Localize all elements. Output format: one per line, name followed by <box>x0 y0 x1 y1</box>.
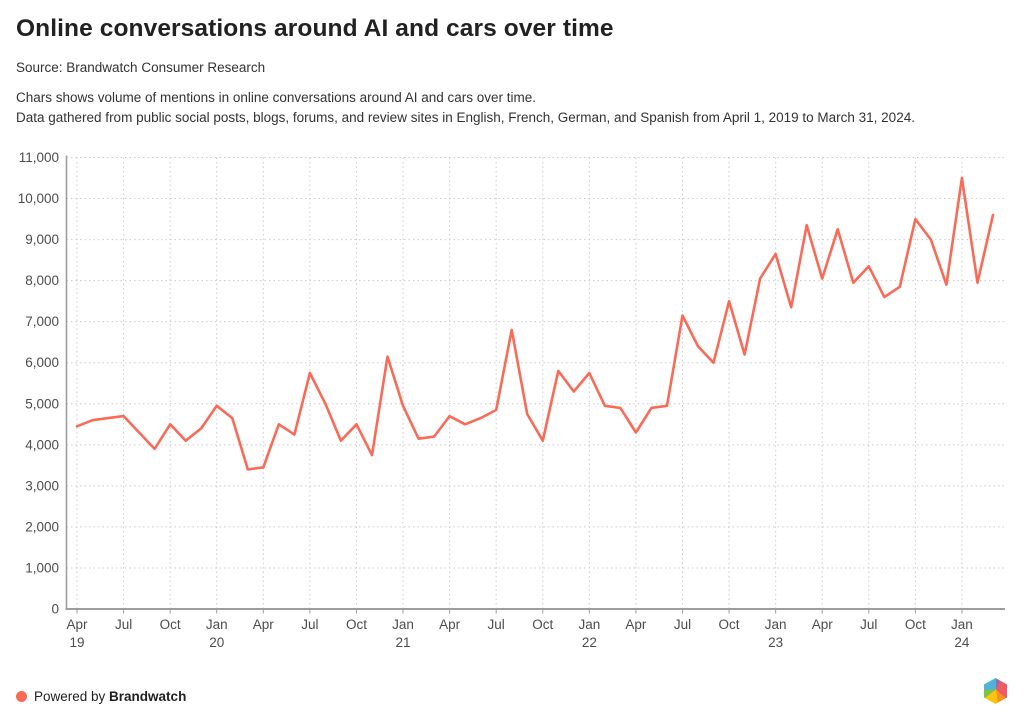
svg-text:24: 24 <box>954 635 970 650</box>
chart-description: Chars shows volume of mentions in online… <box>16 88 1008 128</box>
svg-text:Apr: Apr <box>812 617 834 632</box>
description-line-2: Data gathered from public social posts, … <box>16 110 915 125</box>
svg-text:Jul: Jul <box>301 617 318 632</box>
svg-text:Jul: Jul <box>115 617 132 632</box>
svg-text:10,000: 10,000 <box>18 191 59 206</box>
svg-text:2,000: 2,000 <box>25 519 59 534</box>
svg-text:Apr: Apr <box>66 617 88 632</box>
svg-text:Jan: Jan <box>765 617 787 632</box>
svg-text:Jan: Jan <box>392 617 414 632</box>
svg-text:7,000: 7,000 <box>25 314 59 329</box>
svg-text:Apr: Apr <box>625 617 647 632</box>
brandwatch-hexagon-logo-icon <box>984 678 1007 704</box>
svg-text:Oct: Oct <box>160 617 181 632</box>
svg-text:Jan: Jan <box>206 617 228 632</box>
svg-text:Oct: Oct <box>719 617 740 632</box>
y-axis-labels: 0 1,000 2,000 3,000 4,000 5,000 6,000 7,000 8,00… <box>18 150 59 617</box>
svg-text:8,000: 8,000 <box>25 273 59 288</box>
svg-text:Oct: Oct <box>905 617 926 632</box>
source-line: Source: Brandwatch Consumer Research <box>16 60 266 75</box>
svg-text:4,000: 4,000 <box>25 437 59 452</box>
svg-text:3,000: 3,000 <box>25 478 59 493</box>
svg-text:1,000: 1,000 <box>25 560 59 575</box>
powered-by-footer: Powered by Brandwatch <box>16 689 186 704</box>
svg-text:22: 22 <box>582 635 597 650</box>
gridlines <box>66 157 1005 609</box>
svg-text:Jul: Jul <box>860 617 877 632</box>
axes <box>65 155 1005 614</box>
data-line <box>75 176 995 471</box>
svg-text:5,000: 5,000 <box>25 396 59 411</box>
svg-text:Jul: Jul <box>674 617 691 632</box>
svg-text:Oct: Oct <box>346 617 367 632</box>
svg-text:0: 0 <box>51 602 59 617</box>
svg-text:6,000: 6,000 <box>25 355 59 370</box>
svg-text:21: 21 <box>396 635 411 650</box>
powered-by-label: Powered by Brandwatch <box>34 689 186 704</box>
page-title: Online conversations around AI and cars … <box>16 15 614 42</box>
svg-text:11,000: 11,000 <box>19 150 59 165</box>
svg-text:Apr: Apr <box>439 617 461 632</box>
brandwatch-dot-icon <box>16 691 27 702</box>
brand-name: Brandwatch <box>109 689 187 704</box>
x-axis-labels: Apr 19 Jul Oct Jan 20 Apr Jul Oct Jan 21 Apr Jul Oct J… <box>66 617 972 650</box>
svg-text:Jan: Jan <box>578 617 600 632</box>
chart-header: Online conversations around AI and cars … <box>16 15 1008 128</box>
description-line-1: Chars shows volume of mentions in online… <box>16 90 537 105</box>
svg-text:19: 19 <box>69 635 84 650</box>
svg-text:Oct: Oct <box>532 617 553 632</box>
svg-text:Jul: Jul <box>488 617 505 632</box>
svg-text:23: 23 <box>768 635 783 650</box>
svg-text:Apr: Apr <box>253 617 275 632</box>
svg-text:Jan: Jan <box>951 617 973 632</box>
svg-text:20: 20 <box>209 635 224 650</box>
powered-by-text: Powered by <box>34 689 110 704</box>
svg-text:9,000: 9,000 <box>25 232 59 247</box>
